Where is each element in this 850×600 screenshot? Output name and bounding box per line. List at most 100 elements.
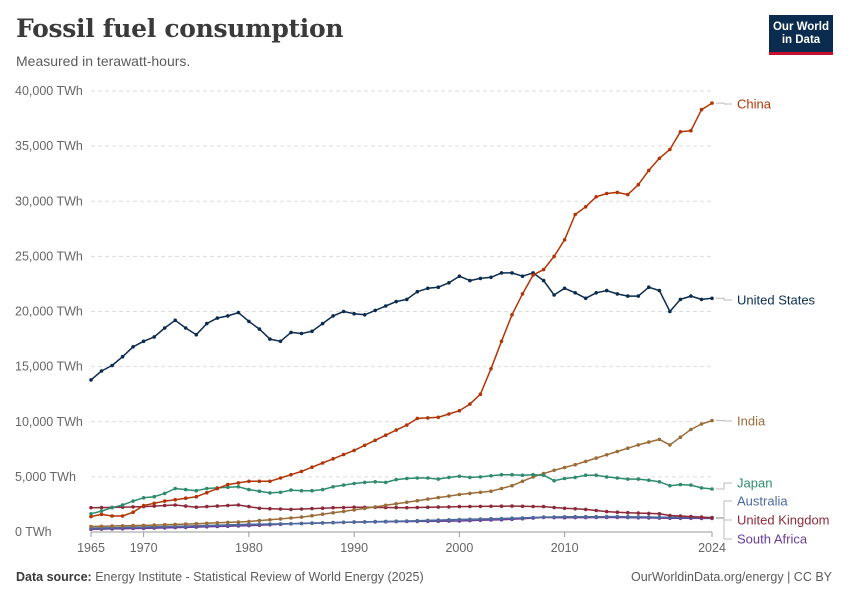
data-point[interactable] xyxy=(552,293,556,297)
data-point[interactable] xyxy=(162,503,167,508)
data-point[interactable] xyxy=(657,480,662,484)
data-point[interactable] xyxy=(657,515,662,519)
data-point[interactable] xyxy=(405,423,409,427)
data-point[interactable] xyxy=(331,485,335,489)
data-point[interactable] xyxy=(257,479,262,484)
data-point[interactable] xyxy=(194,494,199,499)
data-point[interactable] xyxy=(236,520,241,524)
data-point[interactable] xyxy=(120,354,125,359)
data-point[interactable] xyxy=(573,475,577,480)
data-point[interactable] xyxy=(499,516,504,521)
data-point[interactable] xyxy=(162,522,167,527)
data-point[interactable] xyxy=(478,490,483,495)
series-south-africa[interactable] xyxy=(89,515,714,531)
data-point[interactable] xyxy=(541,504,546,509)
data-point[interactable] xyxy=(478,475,483,479)
data-point[interactable] xyxy=(457,474,462,479)
data-point[interactable] xyxy=(236,481,241,485)
data-point[interactable] xyxy=(141,523,146,528)
data-point[interactable] xyxy=(604,475,609,479)
data-point[interactable] xyxy=(426,497,430,501)
data-point[interactable] xyxy=(510,483,514,488)
data-point[interactable] xyxy=(362,520,367,524)
data-point[interactable] xyxy=(352,311,356,316)
data-point[interactable] xyxy=(247,522,251,527)
data-point[interactable] xyxy=(236,310,241,315)
data-point[interactable] xyxy=(615,449,620,454)
data-point[interactable] xyxy=(647,515,651,519)
data-point[interactable] xyxy=(268,522,272,526)
data-point[interactable] xyxy=(489,474,493,478)
data-point[interactable] xyxy=(710,515,714,520)
data-point[interactable] xyxy=(405,519,409,523)
data-point[interactable] xyxy=(436,518,441,522)
data-source-text[interactable]: Energy Institute - Statistical Review of… xyxy=(95,570,424,584)
data-point[interactable] xyxy=(478,517,483,521)
data-point[interactable] xyxy=(299,331,304,336)
data-point[interactable] xyxy=(205,504,209,509)
data-point[interactable] xyxy=(310,506,314,511)
data-point[interactable] xyxy=(362,443,367,448)
data-point[interactable] xyxy=(341,505,346,510)
data-point[interactable] xyxy=(162,326,167,330)
data-point[interactable] xyxy=(331,505,335,510)
data-point[interactable] xyxy=(657,288,662,293)
data-point[interactable] xyxy=(247,487,251,492)
data-point[interactable] xyxy=(131,505,135,509)
data-point[interactable] xyxy=(478,504,483,509)
data-point[interactable] xyxy=(394,519,399,523)
owid-logo[interactable]: Our World in Data xyxy=(769,15,833,55)
data-point[interactable] xyxy=(615,190,620,195)
data-point[interactable] xyxy=(468,402,472,406)
data-point[interactable] xyxy=(510,472,514,477)
line-india[interactable] xyxy=(90,419,713,528)
data-point[interactable] xyxy=(647,168,651,173)
data-point[interactable] xyxy=(152,523,156,527)
data-point[interactable] xyxy=(594,456,598,460)
data-point[interactable] xyxy=(320,521,325,525)
data-point[interactable] xyxy=(331,511,335,515)
data-point[interactable] xyxy=(710,101,714,105)
data-point[interactable] xyxy=(110,524,114,528)
data-point[interactable] xyxy=(689,427,693,432)
data-point[interactable] xyxy=(278,476,283,480)
data-point[interactable] xyxy=(362,313,367,317)
data-point[interactable] xyxy=(604,191,609,196)
data-point[interactable] xyxy=(489,504,493,509)
data-point[interactable] xyxy=(383,480,388,485)
data-point[interactable] xyxy=(520,292,525,296)
data-point[interactable] xyxy=(583,296,588,301)
data-point[interactable] xyxy=(583,473,588,478)
data-point[interactable] xyxy=(141,503,146,508)
data-point[interactable] xyxy=(268,479,272,484)
data-point[interactable] xyxy=(520,516,525,520)
data-point[interactable] xyxy=(626,510,630,515)
data-point[interactable] xyxy=(447,412,451,416)
data-point[interactable] xyxy=(552,505,556,510)
data-point[interactable] xyxy=(331,457,335,461)
series-label-india[interactable]: India xyxy=(737,414,766,429)
data-point[interactable] xyxy=(562,286,567,291)
data-point[interactable] xyxy=(320,321,325,326)
data-point[interactable] xyxy=(710,418,714,423)
data-point[interactable] xyxy=(373,519,378,524)
data-point[interactable] xyxy=(394,428,399,432)
data-point[interactable] xyxy=(594,514,598,519)
data-point[interactable] xyxy=(194,332,199,337)
data-point[interactable] xyxy=(194,521,199,526)
data-point[interactable] xyxy=(657,156,662,161)
data-point[interactable] xyxy=(205,321,209,326)
data-point[interactable] xyxy=(331,314,335,318)
data-point[interactable] xyxy=(110,363,114,368)
data-point[interactable] xyxy=(636,294,641,298)
data-point[interactable] xyxy=(636,182,641,187)
data-point[interactable] xyxy=(426,505,430,510)
data-point[interactable] xyxy=(689,483,693,487)
data-point[interactable] xyxy=(510,504,514,508)
data-point[interactable] xyxy=(626,192,630,197)
data-point[interactable] xyxy=(226,485,230,490)
data-point[interactable] xyxy=(352,448,356,453)
data-point[interactable] xyxy=(405,500,409,505)
data-point[interactable] xyxy=(468,517,472,522)
data-point[interactable] xyxy=(678,130,683,134)
